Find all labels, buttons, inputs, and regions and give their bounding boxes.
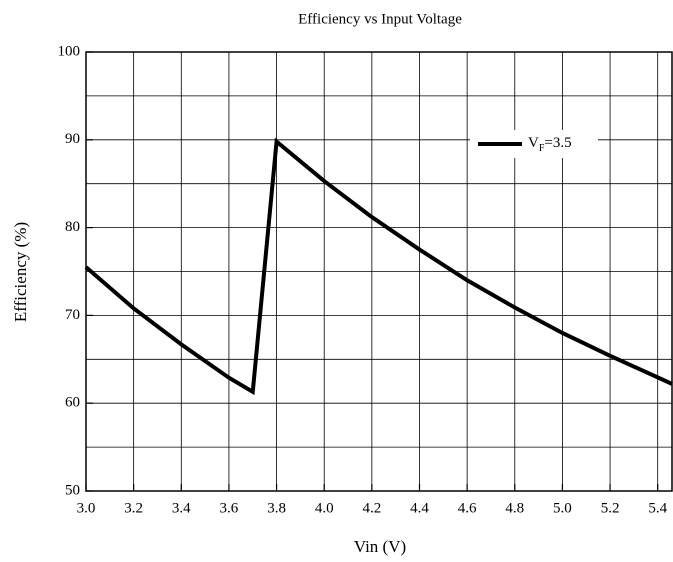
plot-frame [85, 51, 673, 492]
x-tick-label: 3.4 [172, 500, 191, 516]
legend-label: VF=3.5 [528, 135, 572, 154]
data-line [84, 137, 673, 396]
x-tick-label: 3.2 [124, 500, 143, 516]
y-tick-label: 60 [65, 395, 80, 411]
x-axis-label: Vin (V) [354, 537, 406, 556]
x-tick-label: 4.6 [458, 500, 477, 516]
x-tick-label: 5.2 [601, 500, 620, 516]
legend-label-main: V [528, 135, 539, 151]
x-tick-label: 3.8 [267, 500, 286, 516]
x-tick-label: 3.0 [77, 500, 96, 516]
chart-title: Efficiency vs Input Voltage [298, 11, 462, 27]
x-tick-label: 4.4 [410, 500, 429, 516]
x-tick-label: 4.0 [315, 500, 334, 516]
y-tick-label: 70 [65, 307, 80, 323]
y-tick-label: 100 [58, 43, 81, 59]
x-tick-label: 4.2 [362, 500, 381, 516]
x-tick-label: 3.6 [220, 500, 239, 516]
y-tick-label: 50 [65, 482, 80, 498]
legend-label-sub: F [539, 143, 545, 154]
x-tick-label: 5.0 [553, 500, 572, 516]
x-tick-label: 4.8 [505, 500, 524, 516]
y-tick-label: 90 [65, 131, 80, 147]
y-axis-label: Efficiency (%) [11, 222, 30, 322]
x-tick-label: 5.4 [648, 500, 667, 516]
legend-label-suffix: =3.5 [544, 135, 571, 151]
y-tick-label: 80 [65, 219, 80, 235]
